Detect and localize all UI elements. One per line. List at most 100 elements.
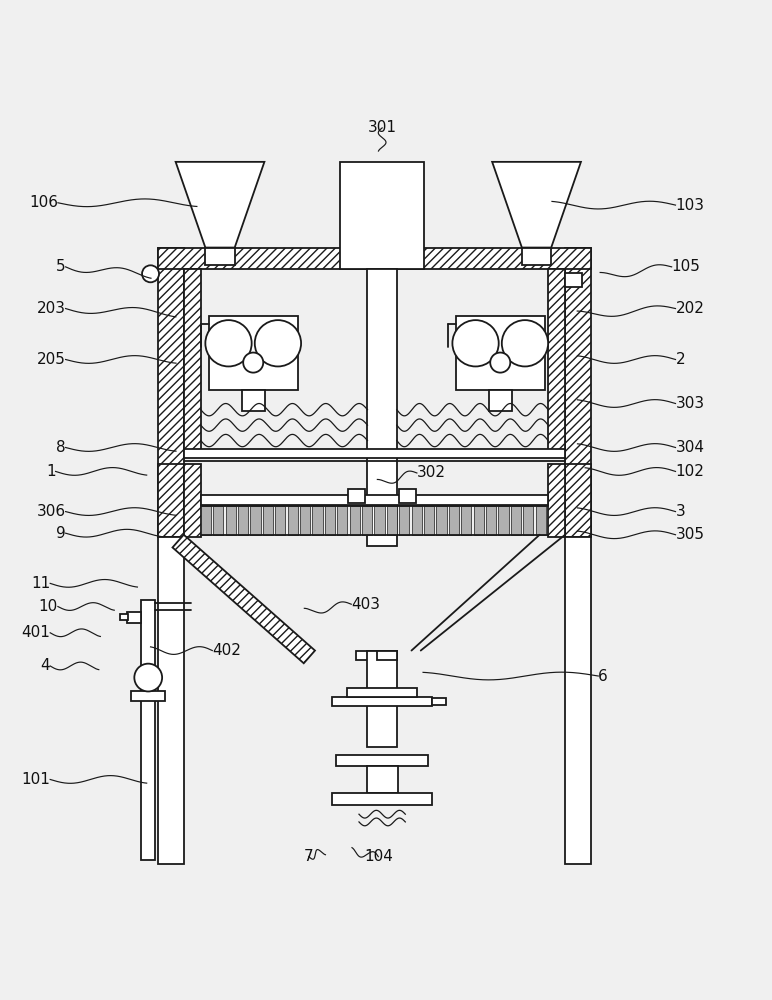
Bar <box>287 506 298 535</box>
Circle shape <box>142 265 159 282</box>
Bar <box>387 506 397 535</box>
Bar <box>127 612 141 623</box>
Polygon shape <box>172 535 315 663</box>
Text: 305: 305 <box>676 527 705 542</box>
Text: 106: 106 <box>29 195 58 210</box>
Text: 9: 9 <box>56 526 66 541</box>
Circle shape <box>502 320 548 366</box>
Circle shape <box>134 664 162 691</box>
Bar <box>411 506 422 535</box>
Text: 104: 104 <box>364 849 393 864</box>
Bar <box>275 506 286 535</box>
Bar <box>120 614 128 620</box>
Circle shape <box>205 320 252 366</box>
Bar <box>374 506 384 535</box>
Text: 11: 11 <box>31 576 50 591</box>
Text: 205: 205 <box>37 352 66 367</box>
Text: 202: 202 <box>676 301 704 316</box>
Bar <box>367 269 397 546</box>
Text: 4: 4 <box>41 658 50 673</box>
Text: 402: 402 <box>212 643 241 658</box>
Text: 101: 101 <box>22 772 50 787</box>
Bar <box>461 506 472 535</box>
Circle shape <box>255 320 301 366</box>
Bar <box>141 600 155 860</box>
Text: 306: 306 <box>36 504 66 519</box>
Bar <box>548 464 565 537</box>
Bar <box>424 506 434 535</box>
Bar <box>565 464 591 537</box>
Bar <box>489 390 512 411</box>
Bar <box>474 506 484 535</box>
Bar <box>347 688 417 697</box>
Bar <box>499 506 509 535</box>
Bar <box>131 691 165 701</box>
Text: 1: 1 <box>46 464 56 479</box>
Bar <box>350 506 360 535</box>
Bar <box>367 651 397 747</box>
Text: 303: 303 <box>676 396 705 411</box>
Bar <box>536 506 546 535</box>
Bar <box>201 495 548 505</box>
Text: 5: 5 <box>56 259 66 274</box>
Text: 203: 203 <box>36 301 66 316</box>
Bar <box>158 248 184 537</box>
Bar <box>158 537 184 864</box>
Bar <box>565 248 591 537</box>
Bar <box>313 506 323 535</box>
Bar <box>455 316 545 390</box>
Bar <box>184 449 565 458</box>
Bar <box>184 464 201 537</box>
Text: 301: 301 <box>367 120 397 135</box>
Bar <box>356 651 397 660</box>
Bar <box>201 506 211 535</box>
Text: 304: 304 <box>676 440 705 455</box>
Text: 10: 10 <box>39 599 58 614</box>
Bar <box>158 248 591 269</box>
Bar <box>377 651 397 660</box>
Text: 2: 2 <box>676 352 685 367</box>
Bar <box>523 506 533 535</box>
Text: 6: 6 <box>598 669 608 684</box>
Bar <box>208 316 298 390</box>
Text: 403: 403 <box>351 597 381 612</box>
Text: 103: 103 <box>676 198 705 213</box>
Bar <box>184 269 201 450</box>
Bar <box>325 506 335 535</box>
Bar <box>432 698 446 705</box>
Bar <box>225 506 235 535</box>
Bar <box>348 489 365 503</box>
Polygon shape <box>493 162 581 248</box>
Bar <box>336 755 428 766</box>
Text: 3: 3 <box>676 504 686 519</box>
Bar <box>332 793 432 805</box>
Bar <box>242 390 265 411</box>
Text: 401: 401 <box>22 625 50 640</box>
Bar <box>238 506 248 535</box>
Bar <box>262 506 273 535</box>
Text: 105: 105 <box>672 259 700 274</box>
Bar <box>332 697 432 706</box>
Bar <box>399 489 416 503</box>
Bar <box>436 506 447 535</box>
Text: 8: 8 <box>56 440 66 455</box>
Text: 302: 302 <box>417 465 446 480</box>
Bar <box>486 506 496 535</box>
Bar <box>522 248 551 265</box>
Bar <box>449 506 459 535</box>
Bar <box>205 248 235 265</box>
Bar <box>340 162 424 269</box>
Circle shape <box>243 353 263 373</box>
Text: 102: 102 <box>676 464 704 479</box>
Bar <box>548 269 565 450</box>
Bar <box>300 506 310 535</box>
Bar <box>511 506 521 535</box>
Bar <box>367 766 398 793</box>
Bar <box>337 506 347 535</box>
Bar <box>362 506 372 535</box>
Bar <box>250 506 260 535</box>
Circle shape <box>452 320 499 366</box>
Polygon shape <box>176 162 264 248</box>
Bar <box>399 506 409 535</box>
Text: 7: 7 <box>304 849 313 864</box>
